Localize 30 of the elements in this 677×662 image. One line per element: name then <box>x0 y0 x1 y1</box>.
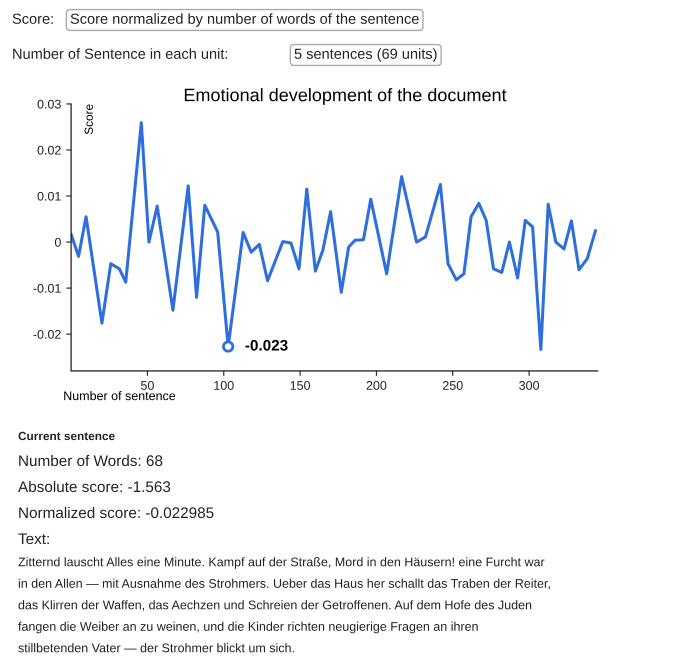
text: Score: <box>12 14 53 24</box>
text: das Klirren der Waffen, das Aechzen und Schreien der Getroffenen. Auf dem Hofe des Juden <box>18 600 532 611</box>
x-tick-label: 250 <box>442 381 463 390</box>
chart-title: Emotional development of the document <box>184 88 506 105</box>
text: Absolute score: -1.563 <box>18 480 170 492</box>
y-tick-label: -0.02 <box>33 330 61 339</box>
x-tick-label: 100 <box>214 381 234 390</box>
y-tick-label: -0.01 <box>33 284 61 293</box>
y-tick-label: 0.01 <box>38 192 61 201</box>
text: fangen die Weiber an zu weinen, und die Kinder richten neugierige Fragen an ihren <box>18 622 478 634</box>
text: Text: <box>18 533 49 544</box>
x-axis-title: Number of sentence <box>64 391 176 400</box>
text: Normalized score: -0.022985 <box>19 506 214 518</box>
x-tick-label: 150 <box>290 381 310 390</box>
data-label: -0.023 <box>245 340 288 351</box>
text: Number of Words: 68 <box>19 454 162 466</box>
text: Current sentence <box>18 432 115 440</box>
text: in den Allen — mit Ausnahme des Strohmers. Ueber das Haus her schallt das Traben der Reiter, <box>18 578 550 590</box>
x-tick-label: 50 <box>140 381 154 390</box>
text: Score normalized by number of words of the sentence <box>70 13 419 27</box>
text: 5 sentences (69 units) <box>294 48 437 62</box>
text: Number of Sentence in each unit: <box>13 48 228 59</box>
y-tick-label: 0.03 <box>38 100 61 109</box>
x-tick-label: 200 <box>366 381 386 390</box>
x-tick-label: 300 <box>519 381 540 390</box>
text: Zitternd lauscht Alles eine Minute. Kampf auf der Straße, Mord in den Häusern! eine Furcht war <box>18 557 544 569</box>
y-axis-title: Score <box>84 104 93 134</box>
y-tick-label: 0 <box>54 238 61 247</box>
text: stillbetenden Vater — der Strohmer blickt um sich. <box>18 643 294 652</box>
y-tick-label: 0.02 <box>38 146 61 155</box>
